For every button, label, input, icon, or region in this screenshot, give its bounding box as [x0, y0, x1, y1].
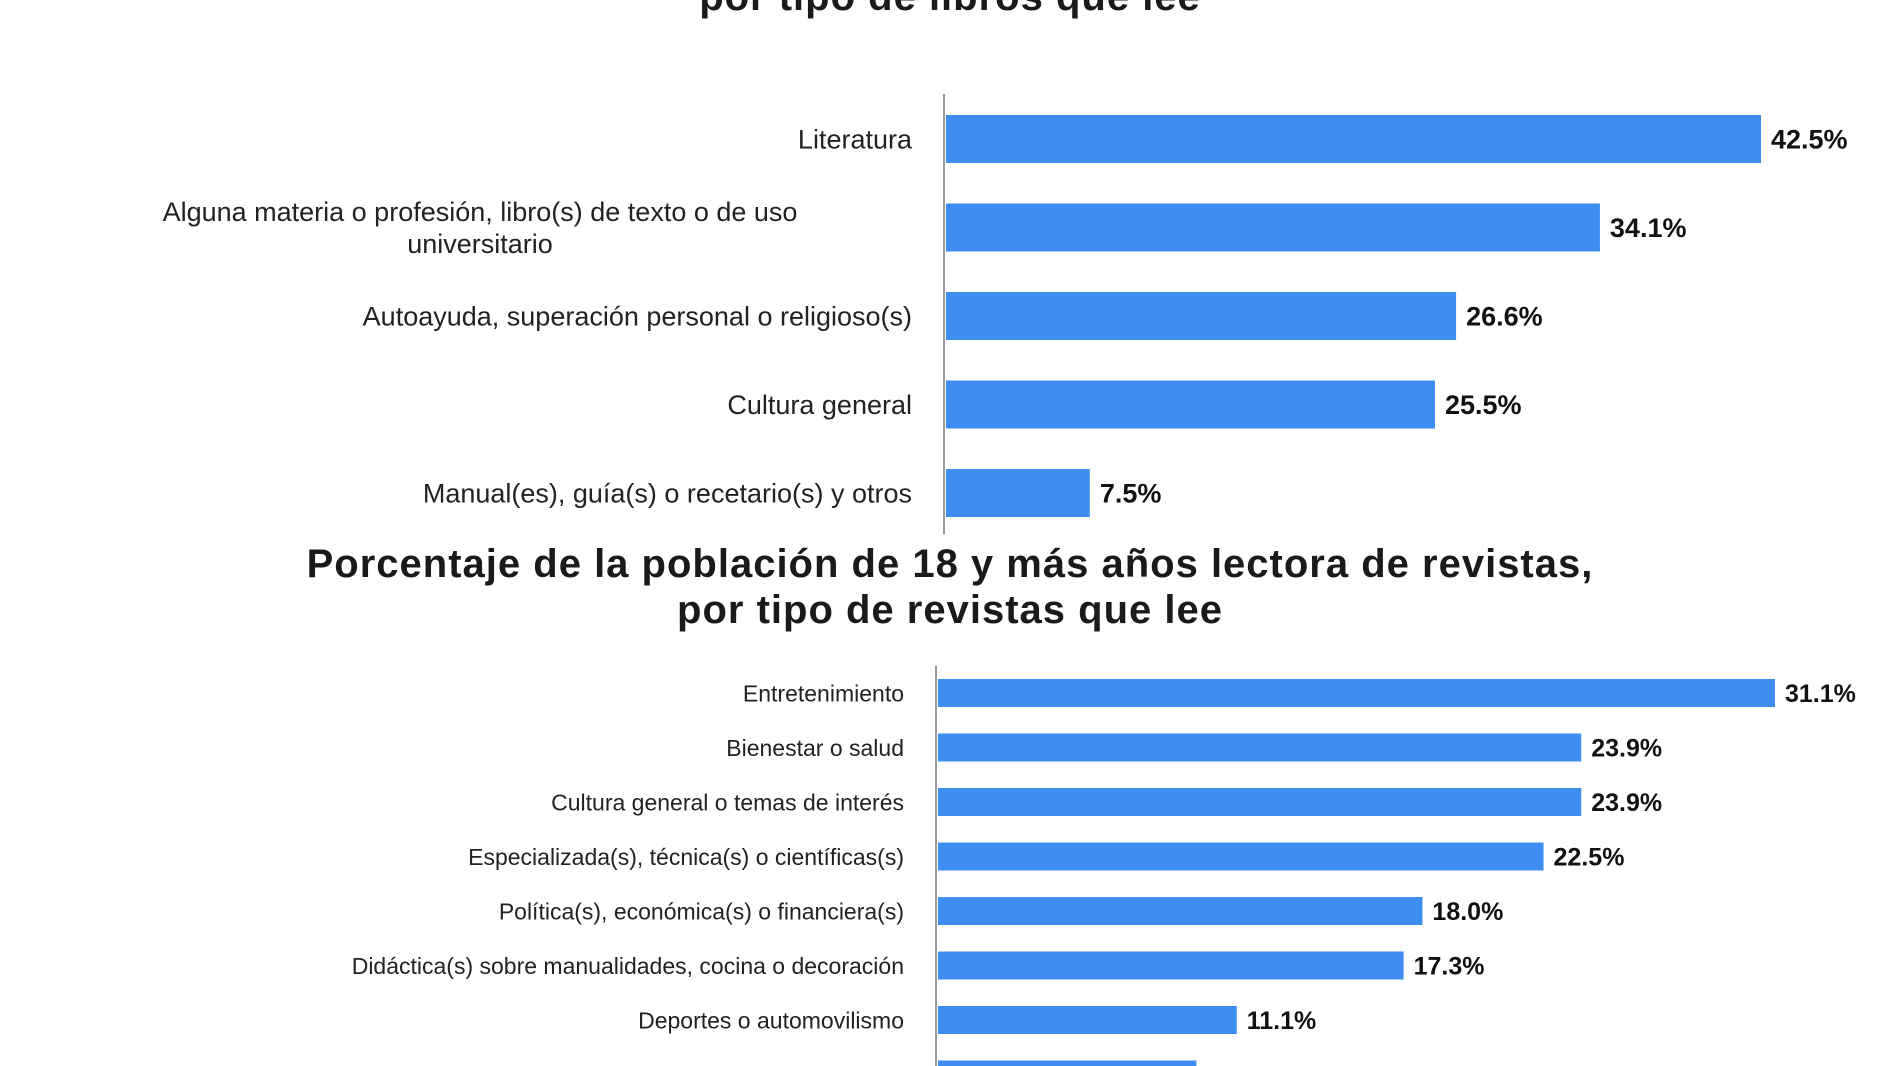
- books-category-label: Autoayuda, superación personal o religio…: [363, 302, 912, 332]
- books-category-label: Manual(es), guía(s) o recetario(s) y otr…: [423, 479, 912, 509]
- magazines-value-label: 18.0%: [1432, 898, 1503, 926]
- books-category-label: universitario: [407, 229, 553, 259]
- magazines-value-label: 22.5%: [1554, 844, 1625, 872]
- books-category-label: Alguna materia o profesión, libro(s) de …: [163, 197, 798, 227]
- magazines-bar: [938, 679, 1775, 707]
- magazines-chart-title: Porcentaje de la población de 18 y más a…: [0, 541, 1900, 633]
- magazines-value-label: 11.1%: [1247, 1007, 1317, 1035]
- magazines-category-label: Política(s), económica(s) o financiera(s…: [499, 898, 904, 924]
- books-chart-title: por tipo de libros que lee: [0, 0, 1900, 20]
- magazines-bar: [938, 897, 1423, 925]
- books-value-label: 7.5%: [1100, 479, 1162, 509]
- books-value-label: 26.6%: [1466, 302, 1543, 332]
- magazines-value-label: 31.1%: [1785, 680, 1856, 708]
- magazines-category-label: Didáctica(s) sobre manualidades, cocina …: [352, 953, 904, 979]
- books-bar: [946, 292, 1457, 340]
- books-bar: [946, 115, 1761, 163]
- magazines-chart-title-line-1: Porcentaje de la población de 18 y más a…: [306, 542, 1594, 586]
- books-bar-chart: 42.5% Literatura 34.1% Alguna materia o pro…: [163, 94, 1848, 534]
- magazines-bar: [938, 1006, 1237, 1034]
- magazines-value-label: 17.3%: [1414, 953, 1485, 981]
- books-category-label: Literatura: [798, 125, 913, 155]
- books-value-label: 34.1%: [1610, 213, 1687, 243]
- magazines-bar: [938, 733, 1582, 762]
- books-bar: [946, 469, 1090, 517]
- magazines-bar: [938, 951, 1404, 980]
- books-bar: [946, 203, 1600, 252]
- books-value-label: 42.5%: [1771, 125, 1848, 155]
- books-category-label: Cultura general: [727, 390, 912, 420]
- magazines-chart-title-line-2: por tipo de revistas que lee: [677, 588, 1223, 632]
- books-bar: [946, 380, 1435, 429]
- magazines-value-label: 23.9%: [1591, 789, 1662, 817]
- magazines-category-label: Deportes o automovilismo: [638, 1007, 904, 1033]
- magazines-category-label: Especializada(s), técnica(s) o científic…: [468, 844, 904, 870]
- books-value-label: 25.5%: [1445, 390, 1522, 420]
- magazines-value-label: 23.9%: [1591, 735, 1662, 763]
- magazines-bar: [938, 842, 1544, 871]
- magazines-bar: [938, 1060, 1197, 1066]
- magazines-bar: [938, 788, 1582, 816]
- magazines-category-label: Bienestar o salud: [726, 735, 904, 761]
- books-chart-title-line-2: por tipo de libros que lee: [0, 0, 1900, 20]
- magazines-category-label: Entretenimiento: [743, 680, 904, 706]
- magazines-category-label: Cultura general o temas de interés: [551, 789, 904, 815]
